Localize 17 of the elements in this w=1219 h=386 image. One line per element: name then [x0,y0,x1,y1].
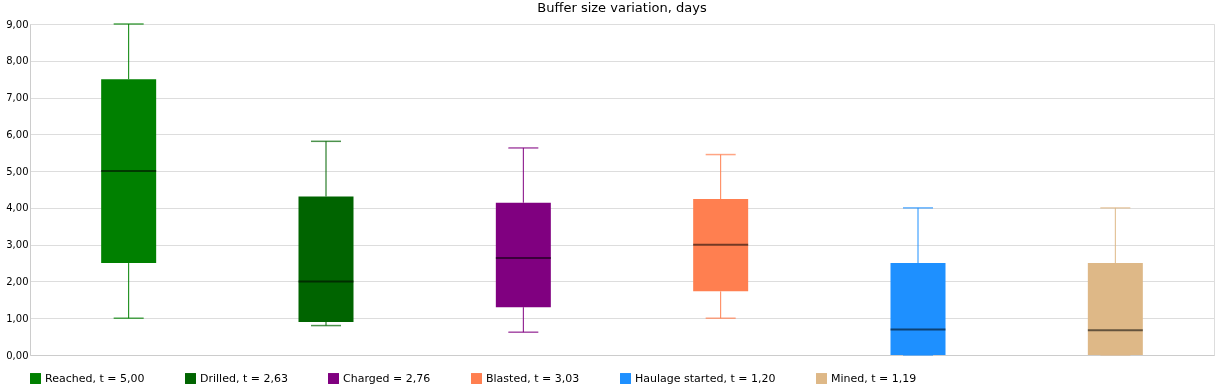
legend-label: Drilled, t = 2,63 [200,371,288,385]
y-tick-label: 9,00 [6,18,29,30]
y-tick-label: 6,00 [6,128,29,140]
legend-label: Reached, t = 5,00 [45,371,145,385]
y-tick-label: 7,00 [6,92,29,104]
legend-label: Blasted, t = 3,03 [486,371,580,385]
legend-label: Charged = 2,76 [343,371,431,385]
legend-label: Haulage started, t = 1,20 [635,371,776,385]
legend-label: Mined, t = 1,19 [831,371,917,385]
y-tick-label: 1,00 [6,312,29,324]
y-tick-label: 4,00 [6,202,29,214]
y-tick-label: 5,00 [6,165,29,177]
chart-title: Buffer size variation, days [537,0,707,15]
y-tick-label: 8,00 [6,55,29,67]
y-tick-label: 2,00 [6,275,29,287]
y-tick-label: 0,00 [6,349,29,361]
y-tick-label: 3,00 [6,239,29,251]
